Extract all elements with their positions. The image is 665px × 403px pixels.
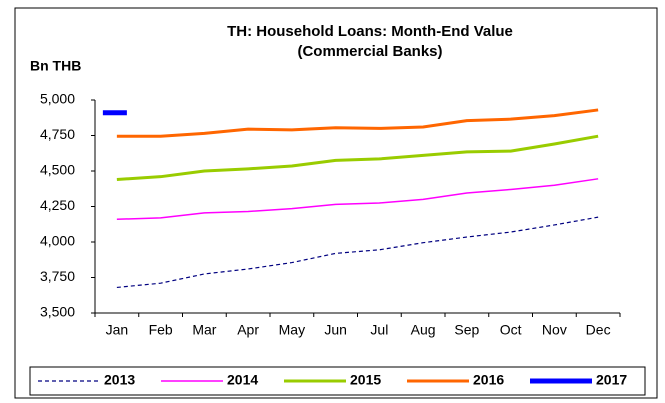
y-tick-label: 4,000 bbox=[40, 233, 75, 249]
series-line bbox=[116, 134, 599, 182]
x-tick-label: Mar bbox=[192, 322, 216, 338]
y-tick-label: 4,750 bbox=[40, 126, 75, 142]
legend-label: 2016 bbox=[473, 372, 504, 388]
series-line bbox=[116, 108, 599, 138]
x-tick-label: Jul bbox=[370, 322, 388, 338]
y-tick-label: 4,250 bbox=[40, 197, 75, 213]
y-tick-label: 5,000 bbox=[40, 91, 75, 107]
x-tick-label: Jun bbox=[324, 322, 347, 338]
legend-label: 2014 bbox=[227, 372, 258, 388]
x-tick-label: Sep bbox=[454, 322, 479, 338]
y-tick-label: 4,500 bbox=[40, 162, 75, 178]
chart-subtitle: (Commercial Banks) bbox=[297, 43, 442, 60]
x-tick-label: Jan bbox=[106, 322, 129, 338]
x-tick-label: Nov bbox=[542, 322, 567, 338]
y-tick-label: 3,500 bbox=[40, 304, 75, 320]
x-tick-label: Aug bbox=[411, 322, 436, 338]
x-tick-label: Apr bbox=[237, 322, 259, 338]
y-tick-label: 3,750 bbox=[40, 268, 75, 284]
x-tick-label: Dec bbox=[586, 322, 611, 338]
x-tick-label: May bbox=[279, 322, 305, 338]
x-tick-label: Feb bbox=[149, 322, 173, 338]
legend-label: 2013 bbox=[104, 372, 135, 388]
chart-title: TH: Household Loans: Month-End Value bbox=[227, 23, 513, 40]
x-tick-label: Oct bbox=[500, 322, 522, 338]
series-line bbox=[116, 178, 599, 221]
legend-label: 2017 bbox=[596, 372, 627, 388]
y-axis-label: Bn THB bbox=[30, 58, 81, 74]
chart-frame bbox=[14, 7, 658, 399]
legend-label: 2015 bbox=[350, 372, 381, 388]
